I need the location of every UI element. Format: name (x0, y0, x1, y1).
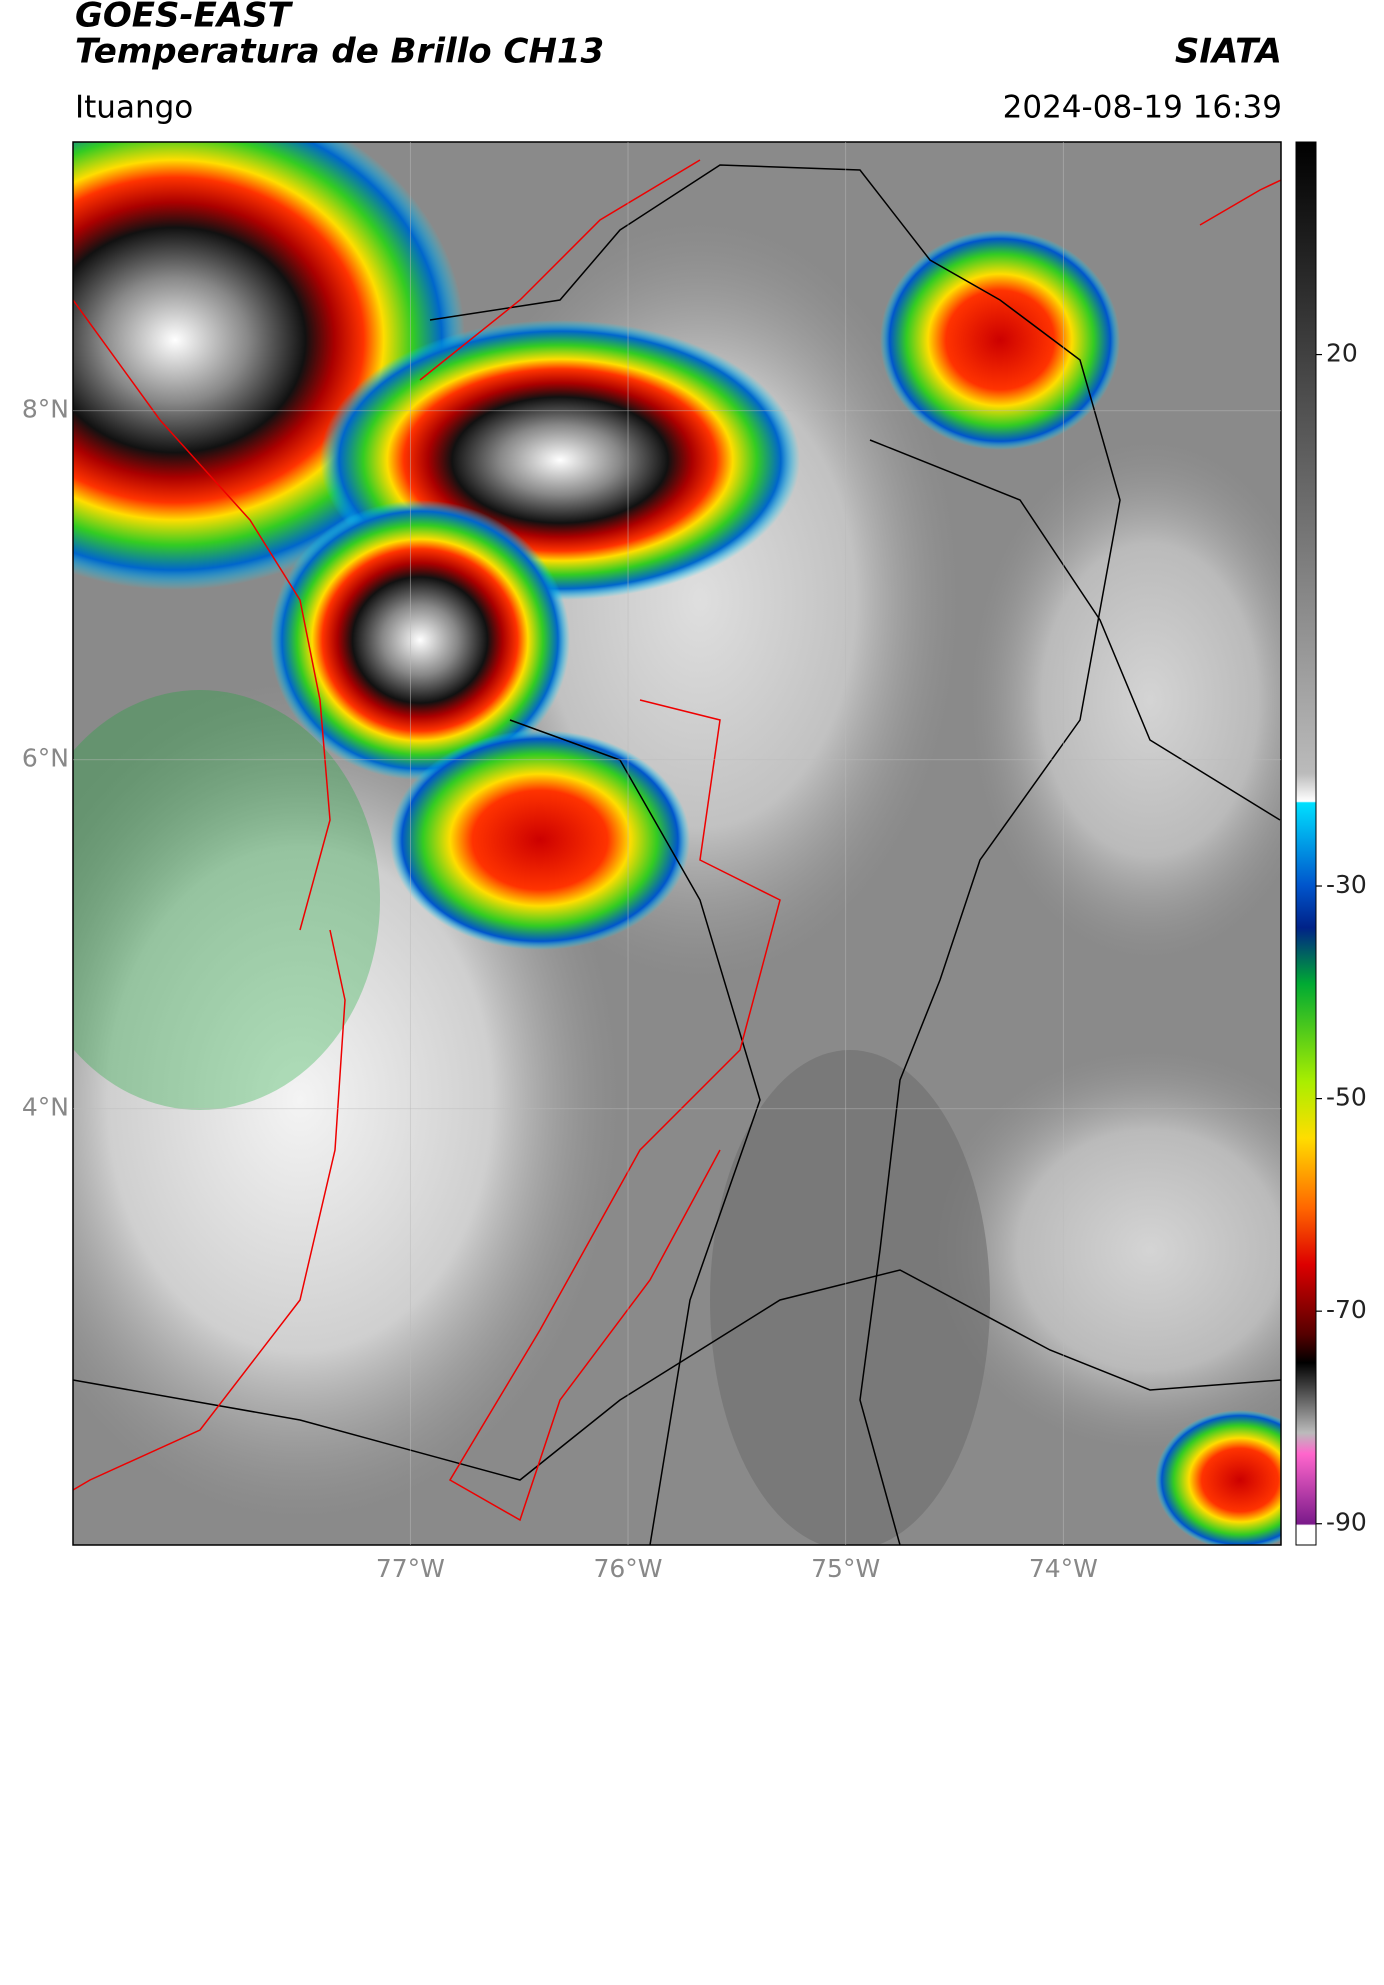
title: Temperatura de Brillo CH13 (75, 32, 604, 72)
colorbar-label: -70 (1326, 1295, 1367, 1324)
colorbar-label: 20 (1326, 339, 1358, 368)
lat-label: 8°N (22, 395, 69, 424)
lon-label: 76°W (594, 1554, 663, 1583)
lat-label: 6°N (22, 744, 69, 773)
satellite-image (73, 142, 1281, 1545)
lat-label: 4°N (22, 1093, 69, 1122)
lon-label: 77°W (376, 1554, 445, 1583)
map-frame (72, 141, 1282, 1546)
region: Ituango (75, 90, 193, 126)
lon-label: 74°W (1029, 1554, 1098, 1583)
source: SIATA (1175, 32, 1282, 72)
colorbar-label: -50 (1326, 1083, 1367, 1112)
colorbar (1295, 141, 1317, 1546)
colorbar-label: -30 (1326, 870, 1367, 899)
colorbar-label: -90 (1326, 1508, 1367, 1537)
lon-label: 75°W (811, 1554, 880, 1583)
title: GOES-EAST (75, 0, 294, 36)
datetime: 2024-08-19 16:39 (1003, 90, 1282, 126)
